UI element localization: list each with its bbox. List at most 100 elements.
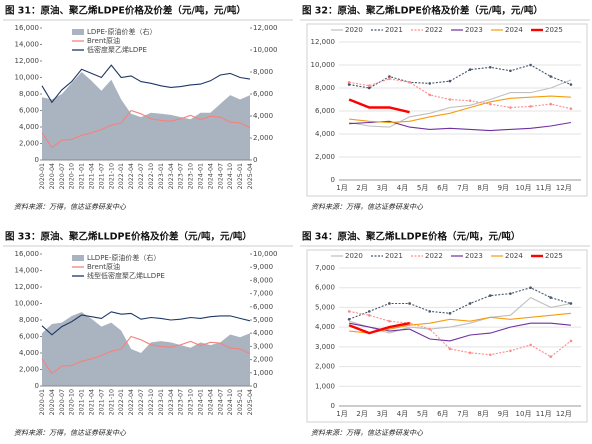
season-line [348,98,410,114]
x-tick-label: 2020-04 [49,163,56,189]
figure-title: 图 31：原油、聚乙烯LDPE价格及价差（元/吨，元/吨） [5,5,246,17]
price-line [41,335,251,375]
price-line [41,311,251,336]
season-marker [347,317,351,321]
y-tick-label: 14,000 [15,267,40,275]
y2-tick-label: 8,000 [253,68,273,76]
season-marker [347,80,351,84]
x-tick-label: 8月 [477,410,488,418]
y-tick-label: 2,000 [315,153,335,161]
season-line [348,296,572,334]
legend-label: 2021 [385,26,403,34]
legend-label: 2021 [385,252,403,260]
y-tick-label: 10,000 [15,300,40,308]
y-tick-label: 6,000 [19,333,39,341]
x-tick-label: 2023-01 [158,163,165,189]
x-tick-label: 2022-07 [138,389,145,415]
season-marker [448,347,452,351]
x-tick-label: 2024-04 [207,163,214,189]
x-tick-label: 1月 [336,410,347,418]
source-note: 资料来源：万得，信达证券研发中心 [311,429,424,437]
season-marker [488,294,492,297]
season-marker [428,82,432,85]
y-tick-label: 16,000 [15,24,40,32]
spread-area [42,312,250,386]
x-tick-label: 3月 [377,410,388,418]
x-tick-label: 2024-10 [227,389,234,415]
y2-tick-label: 8,000 [253,276,273,284]
season-marker [388,302,391,305]
season-marker [549,296,553,299]
x-tick-label: 11月 [536,410,552,418]
figure-panel: 图 33：原油、聚乙烯LLDPE价格及价差（元/吨，元/吨） 资料来源：万得，信达… [3,231,293,437]
y-tick-label: 2,000 [315,363,335,371]
legend-label: 2020 [345,26,363,34]
source-note: 资料来源：万得，信达证券研发中心 [14,429,127,437]
season-marker [509,106,512,109]
figure-title: 图 33：原油、聚乙烯LLDPE价格及价差（元/吨，元/吨） [5,231,252,243]
season-marker [468,68,472,71]
x-tick-label: 10月 [516,184,532,192]
x-tick-label: 5月 [417,410,428,418]
y-tick-label: 4,000 [315,130,335,138]
legend-label: 2025 [545,26,563,34]
x-tick-label: 2025-01 [237,389,244,415]
season-marker [509,349,512,353]
y2-tick-label: 1,000 [253,369,273,377]
x-tick-label: 2020-10 [69,163,76,189]
x-tick-label: 9月 [498,410,509,418]
season-marker [569,107,573,110]
y2-tick-label: 3,000 [253,342,273,350]
legend-swatch [72,29,84,35]
y2-tick-label: 4,000 [253,329,273,337]
x-tick-label: 2022-01 [118,163,125,189]
season-marker [428,310,432,313]
season-marker [468,351,472,355]
x-tick-label: 2025-01 [237,163,244,189]
legend-label: 2024 [505,26,523,34]
season-marker [367,86,371,90]
y-tick-label: 12,000 [15,57,40,65]
y-tick-label: 6,000 [315,107,335,115]
legend-label: 线型低密度聚乙烯LLDPE [87,271,165,280]
x-tick-label: 2021-04 [89,163,96,189]
season-line [349,64,572,89]
y-tick-label: 10,000 [15,74,40,82]
season-line [348,310,572,358]
x-tick-label: 2024-10 [227,163,234,189]
x-tick-label: 2023-10 [188,163,195,189]
season-marker [448,312,452,315]
legend-label: Brent原油 [87,262,120,271]
source-note: 资料来源：万得，信达证券研发中心 [311,203,424,211]
x-tick-label: 2023-07 [178,163,185,189]
x-tick-label: 2025-04 [247,389,254,415]
season-marker [529,286,532,290]
y-tick-label: 1,000 [315,382,335,390]
season-marker [569,83,573,86]
x-tick-label: 6月 [437,410,448,418]
season-line [349,78,572,110]
x-tick-label: 3月 [377,184,388,192]
season-line [349,120,571,132]
y2-tick-label: 10,000 [253,250,278,258]
x-tick-label: 12月 [556,410,572,418]
y2-tick-label: 6,000 [253,303,273,311]
legend-label: 2023 [465,26,483,34]
x-tick-label: 2024-04 [207,389,214,415]
y2-tick-label: 2,000 [253,134,273,142]
legend-swatch [72,255,84,261]
x-tick-label: 2021-07 [98,389,105,415]
x-tick-label: 2021-10 [108,163,115,189]
season-line [349,95,571,124]
y-tick-label: 2,000 [19,140,39,148]
x-tick-label: 12月 [556,184,572,192]
x-tick-label: 5月 [417,184,428,192]
figure-panel: 图 31：原油、聚乙烯LDPE价格及价差（元/吨，元/吨） 资料来源：万得，信达证… [3,5,293,211]
y-tick-label: 4,000 [19,349,39,357]
x-tick-label: 2023-04 [168,389,175,415]
y-tick-label: 4,000 [19,123,39,131]
legend-label: 2024 [505,252,523,260]
y2-tick-label: 10,000 [253,46,278,54]
